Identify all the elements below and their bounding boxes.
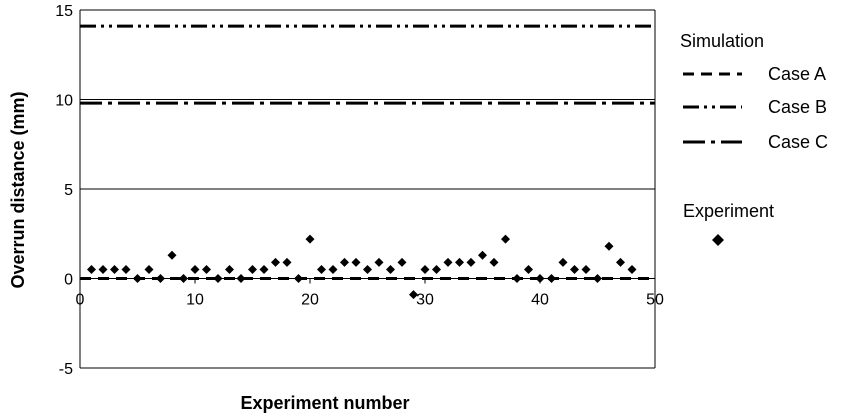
experiment-point	[190, 265, 200, 275]
experiment-point	[225, 265, 234, 275]
simulation-lines	[80, 24, 655, 280]
x-tick-label: 30	[416, 292, 434, 309]
grid-lines	[80, 9, 655, 369]
experiment-point	[87, 265, 96, 275]
legend-label-case-a: Case A	[768, 64, 826, 84]
x-axis-title: Experiment number	[240, 393, 409, 413]
axes: -5 0 5 10 15 0 10 20 30 40 50	[55, 3, 664, 378]
experiment-point	[202, 265, 211, 275]
experiment-point	[121, 265, 131, 275]
experiment-point	[524, 265, 533, 275]
x-tick-label: 0	[76, 292, 85, 309]
x-tick-label: 20	[301, 292, 319, 309]
experiment-point	[409, 290, 418, 300]
experiment-point	[501, 234, 510, 244]
x-tick-label: 50	[646, 292, 664, 309]
experiment-point	[179, 274, 188, 283]
experiment-point	[213, 274, 223, 283]
x-tick-label: 40	[531, 292, 549, 309]
experiment-point	[512, 274, 522, 283]
experiment-point	[340, 257, 349, 267]
experiment-point	[167, 250, 177, 260]
y-axis-title: Overrun distance (mm)	[8, 91, 28, 288]
experiment-point	[259, 265, 269, 275]
experiment-point	[420, 265, 430, 275]
legend-heading-simulation: Simulation	[680, 31, 764, 51]
experiment-point	[156, 274, 165, 283]
experiment-point	[443, 257, 453, 267]
experiment-point	[570, 265, 579, 275]
y-tick-label: -5	[59, 361, 73, 378]
experiment-point	[455, 257, 464, 267]
x-tick-label: 10	[186, 292, 204, 309]
experiment-point	[547, 274, 556, 283]
experiment-point	[110, 265, 119, 275]
experiment-point	[271, 257, 280, 267]
y-tick-label: 10	[55, 93, 73, 110]
experiment-point	[397, 257, 407, 267]
y-tick-label: 15	[55, 3, 73, 20]
experiment-point	[558, 257, 568, 267]
y-tick-label: 0	[64, 272, 73, 289]
experiment-point	[604, 241, 614, 251]
experiment-points	[87, 234, 637, 300]
legend: Simulation Experiment Case A Case B Case C	[680, 31, 828, 246]
experiment-point	[374, 257, 384, 267]
experiment-point	[317, 265, 326, 275]
y-tick-label: 5	[64, 182, 73, 199]
legend-heading-experiment: Experiment	[683, 201, 774, 221]
legend-marker-experiment	[712, 234, 724, 246]
experiment-point	[386, 265, 395, 275]
legend-label-case-c: Case C	[768, 132, 828, 152]
experiment-point	[466, 257, 476, 267]
experiment-point	[248, 265, 257, 275]
experiment-point	[616, 257, 625, 267]
experiment-point	[593, 274, 602, 283]
experiment-point	[489, 257, 499, 267]
experiment-point	[363, 265, 372, 275]
experiment-point	[328, 265, 338, 275]
experiment-point	[144, 265, 154, 275]
experiment-point	[236, 274, 246, 283]
experiment-point	[98, 265, 108, 275]
experiment-point	[478, 250, 487, 260]
experiment-point	[282, 257, 292, 267]
legend-label-case-b: Case B	[768, 97, 827, 117]
experiment-point	[432, 265, 441, 275]
experiment-point	[305, 234, 315, 244]
experiment-point	[581, 265, 591, 275]
experiment-point	[133, 274, 142, 283]
experiment-point	[294, 274, 303, 283]
experiment-point	[535, 274, 545, 283]
experiment-point	[351, 257, 361, 267]
experiment-point	[627, 265, 637, 275]
